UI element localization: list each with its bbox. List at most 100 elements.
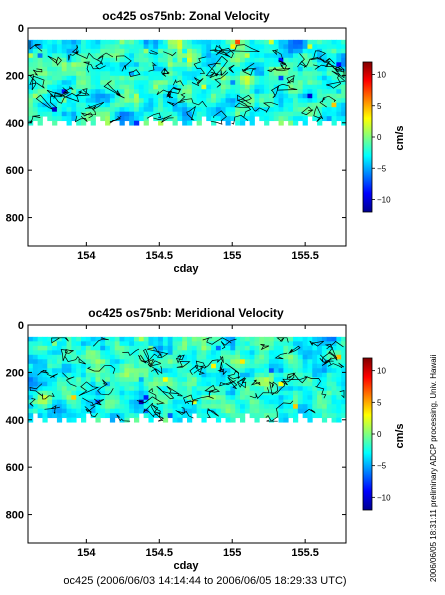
field-cell — [206, 107, 212, 113]
field-cell — [37, 57, 43, 63]
field-cell — [172, 111, 178, 117]
field-cell — [28, 93, 34, 99]
field-cell — [278, 399, 284, 405]
field-cell — [230, 107, 236, 113]
field-cell — [114, 71, 120, 77]
field-cell — [42, 399, 48, 405]
field-cell — [32, 354, 39, 360]
field-cell — [95, 377, 101, 383]
field-cell — [191, 359, 198, 365]
field-cell — [47, 350, 53, 356]
field-cell — [302, 116, 308, 122]
field-cell — [336, 39, 342, 45]
field-cell — [268, 336, 275, 342]
field-cell — [61, 39, 67, 45]
contour-line — [168, 86, 182, 94]
field-cell — [66, 53, 72, 59]
field-cell — [293, 417, 299, 423]
field-cell — [206, 372, 212, 378]
field-cell — [42, 354, 48, 360]
field-cell — [124, 350, 130, 356]
field-cell — [254, 363, 260, 369]
field-cell — [90, 75, 96, 81]
field-cell — [341, 363, 347, 369]
field-cell — [182, 354, 188, 360]
field-cell — [321, 80, 328, 86]
field-cell — [37, 350, 43, 356]
field-cell — [249, 368, 255, 374]
contour-line — [64, 355, 87, 365]
field-cell — [288, 372, 294, 378]
field-cell — [56, 53, 63, 59]
field-cell — [66, 386, 72, 392]
field-cell — [302, 48, 308, 54]
field-cell — [100, 399, 106, 405]
field-cell — [283, 116, 289, 122]
field-cell — [283, 93, 289, 99]
field-cell — [317, 98, 323, 104]
field-cell — [326, 116, 332, 122]
field-cell — [321, 381, 328, 387]
field-cell — [90, 395, 96, 401]
field-cell — [321, 66, 328, 72]
field-cell — [177, 44, 183, 50]
field-cell — [37, 404, 43, 410]
field-cell — [138, 75, 145, 81]
field-cell — [148, 102, 154, 108]
field-cell — [302, 66, 308, 72]
field-cell — [105, 57, 111, 63]
field-cell — [71, 107, 77, 113]
field-cell — [182, 39, 188, 45]
field-cell — [211, 336, 217, 342]
field-cell — [138, 44, 145, 50]
field-cell — [71, 75, 77, 81]
field-cell — [206, 75, 212, 81]
field-cell — [119, 404, 125, 410]
field-cell — [264, 341, 270, 347]
field-cell — [206, 336, 212, 342]
field-cell — [119, 62, 125, 68]
field-cell — [240, 341, 246, 347]
field-cell — [297, 66, 304, 72]
field-cell — [105, 48, 111, 54]
field-cell — [321, 44, 328, 50]
field-cell — [336, 354, 342, 360]
field-cell — [326, 102, 332, 108]
field-cell — [196, 84, 202, 90]
field-cell — [182, 80, 188, 86]
field-cell — [105, 44, 111, 50]
field-cell — [148, 372, 154, 378]
field-cell — [312, 368, 318, 374]
field-cell — [124, 417, 130, 423]
field-cell — [42, 363, 48, 369]
field-cell — [321, 368, 328, 374]
field-cell — [244, 84, 251, 90]
field-cell — [341, 53, 347, 59]
field-cell — [268, 107, 275, 113]
field-cell — [235, 71, 241, 77]
field-cell — [85, 116, 92, 122]
field-cell — [317, 39, 323, 45]
field-cell — [283, 377, 289, 383]
field-cell — [52, 390, 58, 396]
field-cell — [71, 413, 77, 419]
field-cell — [331, 75, 337, 81]
field-cell — [61, 359, 67, 365]
field-cell — [240, 395, 246, 401]
field-cell — [288, 66, 294, 72]
field-cell — [312, 102, 318, 108]
field-cell — [307, 386, 313, 392]
field-cell — [148, 368, 154, 374]
field-cell — [42, 372, 48, 378]
field-cell — [312, 107, 318, 113]
field-cell — [225, 39, 231, 45]
field-cell — [105, 381, 111, 387]
contour-line — [231, 114, 249, 125]
field-cell — [297, 116, 304, 122]
colorbar-tick-label: −10 — [377, 196, 391, 205]
field-cell — [317, 116, 323, 122]
field-cell — [215, 386, 222, 392]
field-cell — [220, 62, 226, 68]
contour-line — [172, 79, 184, 87]
field-cell — [196, 377, 202, 383]
